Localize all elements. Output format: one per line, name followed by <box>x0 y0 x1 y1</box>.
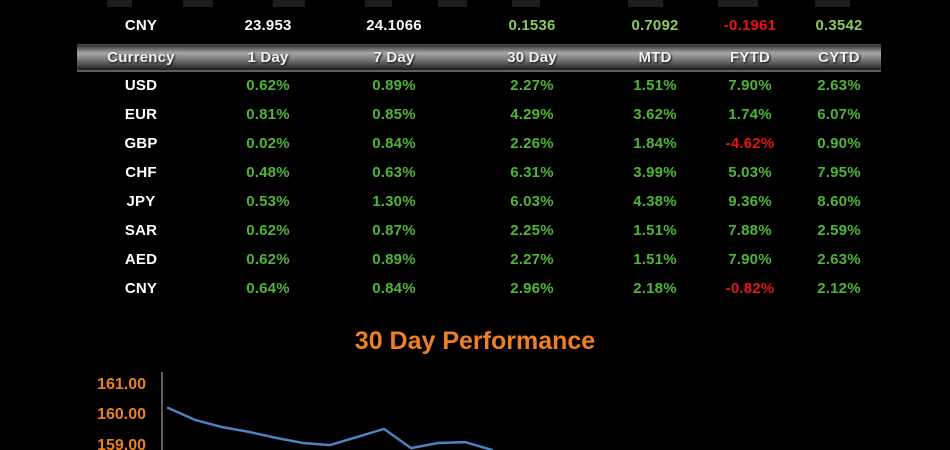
value-cell: 4.38% <box>633 193 677 210</box>
column-header: 7 Day <box>373 49 415 66</box>
table-row: SAR 0.62% 0.87% 2.25% 1.51% 7.88% 2.59% <box>77 216 881 245</box>
value-cell: -4.62% <box>725 135 775 152</box>
value-cell: 0.90% <box>817 135 861 152</box>
value-cell: 0.64% <box>246 280 290 297</box>
value-cell: 0.62% <box>246 251 290 268</box>
value-cell: 0.48% <box>246 164 290 181</box>
value-cell: 6.31% <box>510 164 554 181</box>
value-cell: 7.90% <box>728 251 772 268</box>
table-row: USD 0.62% 0.89% 2.27% 1.51% 7.90% 2.63% <box>77 71 881 100</box>
fx-value: 0.7092 <box>631 16 679 34</box>
table-row: JPY 0.53% 1.30% 6.03% 4.38% 9.36% 8.60% <box>77 187 881 216</box>
value-cell: 3.62% <box>633 106 677 123</box>
value-cell: 8.60% <box>817 193 861 210</box>
currency-label: SAR <box>124 222 158 239</box>
currency-label: EUR <box>124 106 158 123</box>
performance-line-series <box>166 406 494 450</box>
y-axis-tick-160: 160.00 <box>97 406 146 423</box>
currency-label: CNY <box>124 280 158 297</box>
currency-label: GBP <box>124 135 158 152</box>
value-cell: 0.89% <box>372 77 416 94</box>
value-cell: 1.51% <box>633 222 677 239</box>
value-cell: 1.74% <box>728 106 772 123</box>
value-cell: 1.51% <box>633 251 677 268</box>
value-cell: 0.63% <box>372 164 416 181</box>
column-header: MTD <box>638 49 672 66</box>
fx-value: 24.1066 <box>366 16 422 34</box>
fx-rates-row: CNY 23.953 24.1066 0.1536 0.7092 -0.1961 0.354… <box>77 12 881 38</box>
value-cell: 3.99% <box>633 164 677 181</box>
chart-title: 30 Day Performance <box>354 327 596 355</box>
column-header: 1 Day <box>247 49 289 66</box>
value-cell: 2.12% <box>817 280 861 297</box>
y-axis-tick-159: 159.00 <box>97 437 146 450</box>
fx-value: -0.1961 <box>723 16 777 34</box>
value-cell: 2.18% <box>633 280 677 297</box>
value-cell: 9.36% <box>728 193 772 210</box>
column-header: 30 Day <box>507 49 557 66</box>
value-cell: 0.62% <box>246 222 290 239</box>
value-cell: -0.82% <box>725 280 775 297</box>
value-cell: 2.96% <box>510 280 554 297</box>
value-cell: 4.29% <box>510 106 554 123</box>
value-cell: 2.27% <box>510 251 554 268</box>
value-cell: 0.53% <box>246 193 290 210</box>
fx-value: 0.1536 <box>508 16 556 34</box>
value-cell: 5.03% <box>728 164 772 181</box>
value-cell: 7.95% <box>817 164 861 181</box>
performance-line-chart <box>161 372 494 450</box>
column-header: Currency <box>107 49 175 66</box>
value-cell: 2.63% <box>817 251 861 268</box>
value-cell: 6.07% <box>817 106 861 123</box>
value-cell: 2.27% <box>510 77 554 94</box>
value-cell: 2.63% <box>817 77 861 94</box>
value-cell: 7.90% <box>728 77 772 94</box>
fx-value: 0.3542 <box>815 16 863 34</box>
value-cell: 0.85% <box>372 106 416 123</box>
table-row: CNY 0.64% 0.84% 2.96% 2.18% -0.82% 2.12% <box>77 274 881 303</box>
table-row: CHF 0.48% 0.63% 6.31% 3.99% 5.03% 7.95% <box>77 158 881 187</box>
column-header: CYTD <box>818 49 860 66</box>
table-row: GBP 0.02% 0.84% 2.26% 1.84% -4.62% 0.90% <box>77 129 881 158</box>
performance-table-body: USD 0.62% 0.89% 2.27% 1.51% 7.90% 2.63% EUR 0.81… <box>77 71 881 303</box>
value-cell: 6.03% <box>510 193 554 210</box>
table-row: EUR 0.81% 0.85% 4.29% 3.62% 1.74% 6.07% <box>77 100 881 129</box>
value-cell: 7.88% <box>728 222 772 239</box>
value-cell: 0.62% <box>246 77 290 94</box>
value-cell: 1.51% <box>633 77 677 94</box>
fx-currency-label: CNY <box>124 16 158 34</box>
currency-label: USD <box>124 77 158 94</box>
table-row: AED 0.62% 0.89% 2.27% 1.51% 7.90% 2.63% <box>77 245 881 274</box>
value-cell: 0.02% <box>246 135 290 152</box>
value-cell: 0.89% <box>372 251 416 268</box>
value-cell: 1.84% <box>633 135 677 152</box>
fx-value: 23.953 <box>244 16 292 34</box>
value-cell: 0.87% <box>372 222 416 239</box>
value-cell: 2.59% <box>817 222 861 239</box>
value-cell: 1.30% <box>372 193 416 210</box>
table-header-row: Currency 1 Day 7 Day 30 Day MTD FYTD CYTD <box>77 44 881 72</box>
value-cell: 2.26% <box>510 135 554 152</box>
currency-label: JPY <box>126 193 156 210</box>
value-cell: 0.81% <box>246 106 290 123</box>
value-cell: 2.25% <box>510 222 554 239</box>
value-cell: 0.84% <box>372 280 416 297</box>
y-axis-tick-161: 161.00 <box>97 376 146 393</box>
currency-label: AED <box>124 251 158 268</box>
value-cell: 0.84% <box>372 135 416 152</box>
column-header: FYTD <box>730 49 770 66</box>
currency-label: CHF <box>125 164 157 181</box>
